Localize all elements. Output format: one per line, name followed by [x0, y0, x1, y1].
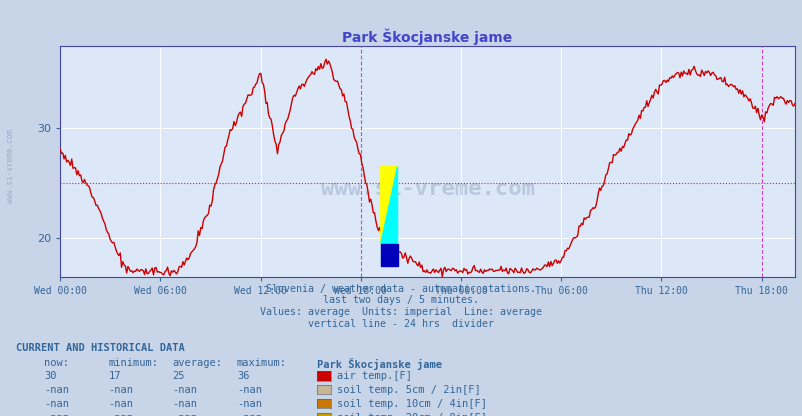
Text: -nan: -nan	[237, 385, 261, 395]
Polygon shape	[380, 167, 397, 244]
Text: -nan: -nan	[44, 385, 69, 395]
Text: -nan: -nan	[108, 385, 133, 395]
Text: soil temp. 20cm / 8in[F]: soil temp. 20cm / 8in[F]	[337, 413, 487, 416]
Text: -nan: -nan	[237, 413, 261, 416]
Text: www.si-vreme.com: www.si-vreme.com	[320, 179, 534, 199]
Text: minimum:: minimum:	[108, 358, 158, 368]
Text: 17: 17	[108, 371, 121, 381]
Text: -nan: -nan	[172, 413, 197, 416]
Text: -nan: -nan	[44, 413, 69, 416]
Text: soil temp. 10cm / 4in[F]: soil temp. 10cm / 4in[F]	[337, 399, 487, 409]
Title: Park Škocjanske jame: Park Škocjanske jame	[342, 28, 512, 45]
Text: CURRENT AND HISTORICAL DATA: CURRENT AND HISTORICAL DATA	[16, 343, 184, 353]
Text: -nan: -nan	[172, 399, 197, 409]
Text: air temp.[F]: air temp.[F]	[337, 371, 411, 381]
Text: -nan: -nan	[44, 399, 69, 409]
Text: soil temp. 5cm / 2in[F]: soil temp. 5cm / 2in[F]	[337, 385, 480, 395]
Text: Park Škocjanske jame: Park Škocjanske jame	[317, 358, 442, 370]
Text: 25: 25	[172, 371, 185, 381]
Text: -nan: -nan	[108, 399, 133, 409]
Text: -nan: -nan	[172, 385, 197, 395]
Text: www.si-vreme.com: www.si-vreme.com	[6, 129, 15, 203]
Text: -nan: -nan	[108, 413, 133, 416]
Text: -nan: -nan	[237, 399, 261, 409]
Text: 36: 36	[237, 371, 249, 381]
Text: average:: average:	[172, 358, 222, 368]
Text: vertical line - 24 hrs  divider: vertical line - 24 hrs divider	[308, 319, 494, 329]
Polygon shape	[380, 167, 397, 244]
Bar	[380, 244, 397, 266]
Text: maximum:: maximum:	[237, 358, 286, 368]
Text: Slovenia / weather data - automatic stations.: Slovenia / weather data - automatic stat…	[266, 284, 536, 294]
Text: last two days / 5 minutes.: last two days / 5 minutes.	[323, 295, 479, 305]
Text: now:: now:	[44, 358, 69, 368]
Text: Values: average  Units: imperial  Line: average: Values: average Units: imperial Line: av…	[260, 307, 542, 317]
Text: 30: 30	[44, 371, 57, 381]
